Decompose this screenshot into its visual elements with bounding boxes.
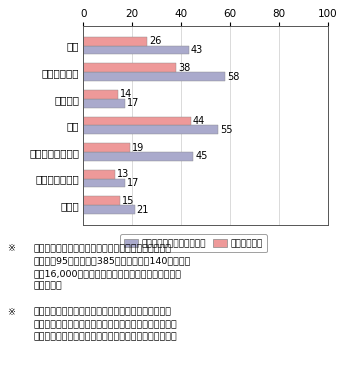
Text: 17: 17 xyxy=(127,178,139,188)
Bar xyxy=(83,90,118,99)
Bar xyxy=(83,143,130,152)
Legend: 音声・メール・データ利用, 音声のみ利用: 音声・メール・データ利用, 音声のみ利用 xyxy=(120,235,267,253)
Bar xyxy=(83,125,218,134)
Text: 13: 13 xyxy=(117,169,129,179)
Text: 19: 19 xyxy=(132,143,144,153)
Text: 44: 44 xyxy=(193,116,205,126)
Text: 58: 58 xyxy=(227,71,240,82)
Bar xyxy=(83,99,125,108)
Bar xyxy=(83,37,147,46)
Text: 38: 38 xyxy=(178,63,190,73)
Bar xyxy=(83,170,115,179)
Text: 15: 15 xyxy=(122,196,134,206)
Text: 21: 21 xyxy=(137,205,149,214)
Text: ※: ※ xyxy=(7,307,15,317)
Bar xyxy=(83,63,176,72)
Bar xyxy=(83,205,135,214)
Text: 45: 45 xyxy=(195,151,208,161)
Text: 26: 26 xyxy=(149,36,161,46)
Bar xyxy=(83,152,193,161)
Text: 14: 14 xyxy=(120,89,132,100)
Text: 43: 43 xyxy=(190,45,203,55)
Text: 17: 17 xyxy=(127,98,139,108)
Text: 55: 55 xyxy=(220,125,233,135)
Text: ただし、携帯電話の料金体系は基本料金に定額利用分
を組み込んだ様々なパッケージ型のものが主流であり、
利用パターンや使用量によって順位が変わることがある: ただし、携帯電話の料金体系は基本料金に定額利用分 を組み込んだ様々なパッケージ型… xyxy=(33,307,177,341)
Bar xyxy=(83,46,189,54)
Bar xyxy=(83,117,191,125)
Bar xyxy=(83,179,125,187)
Text: 我が国における平均的な利用パターンを基に、１月当
たり通話95分、メール385通（うち発信140通）、デ
ータ16,000パケットを利用した場合の各都市の料金
: 我が国における平均的な利用パターンを基に、１月当 たり通話95分、メール385通… xyxy=(33,244,191,291)
Text: ※: ※ xyxy=(7,244,15,253)
Bar xyxy=(83,197,120,205)
Bar xyxy=(83,72,225,81)
